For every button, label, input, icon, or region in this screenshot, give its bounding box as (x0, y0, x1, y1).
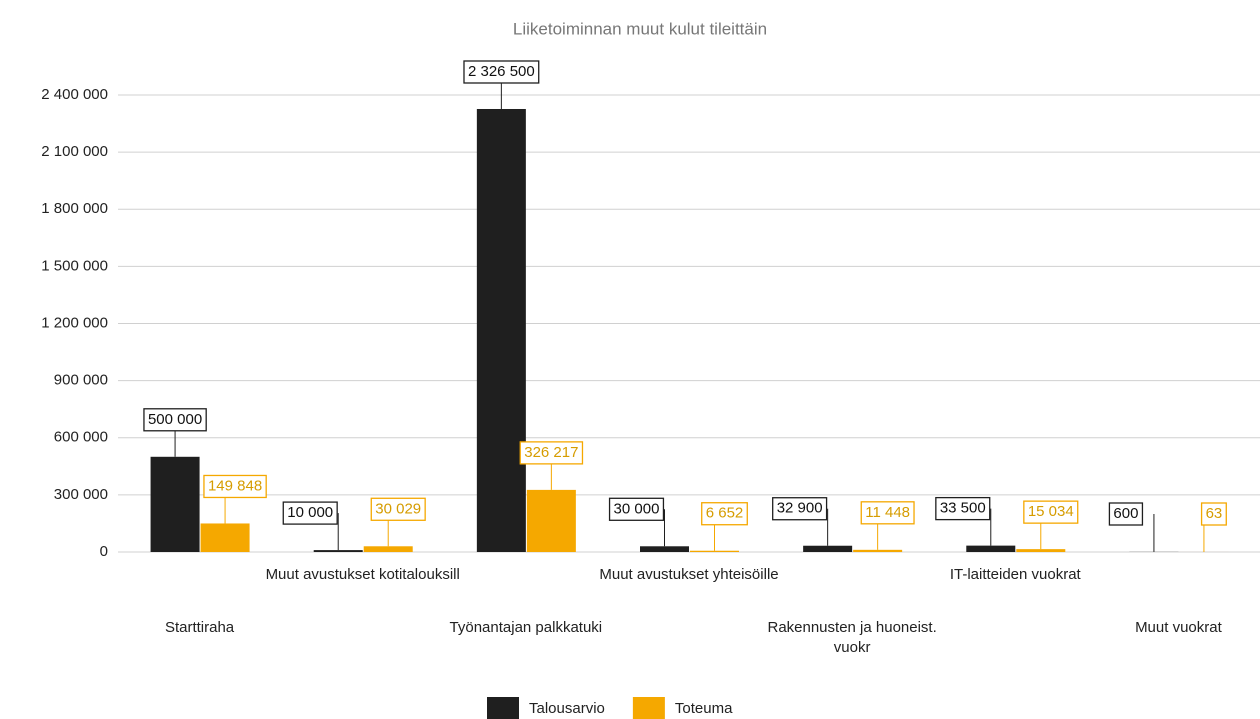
bar (200, 523, 250, 552)
y-tick-label: 2 100 000 (41, 143, 108, 160)
bar (853, 549, 903, 552)
data-label: 6 652 (706, 505, 744, 522)
data-label-box (1108, 502, 1144, 526)
bar (526, 489, 576, 552)
data-label: 30 029 (375, 500, 421, 517)
bar (363, 546, 413, 552)
data-label: 33 500 (940, 500, 986, 517)
bar (313, 550, 363, 552)
x-tick-label: Muut avustukset yhteisöille (599, 566, 779, 583)
legend-swatch (487, 697, 519, 719)
y-tick-label: 2 400 000 (41, 86, 108, 103)
y-tick-label: 600 000 (54, 429, 108, 446)
data-label: 326 217 (524, 444, 578, 461)
y-tick-label: 1 500 000 (41, 257, 108, 274)
data-label-box (203, 474, 267, 499)
data-label-box (608, 497, 665, 521)
data-label: 11 448 (865, 504, 910, 521)
legend-label: Talousarvio (529, 700, 605, 717)
x-tick-label: Muut vuokrat (1135, 619, 1222, 636)
data-label-box (143, 408, 207, 432)
bar (476, 108, 526, 552)
data-label-box (463, 60, 540, 84)
legend-label: Toteuma (675, 700, 733, 717)
y-tick-label: 1 800 000 (41, 200, 108, 217)
data-label-box (935, 496, 991, 521)
data-label-box (370, 497, 426, 521)
data-label: 600 (1113, 505, 1138, 522)
legend-swatch (632, 697, 665, 719)
data-label: 15 034 (1028, 503, 1074, 520)
data-label: 32 900 (777, 500, 823, 517)
y-tick-label: 0 (100, 543, 108, 560)
x-tick-label: Muut avustukset kotitalouksill (265, 566, 460, 583)
y-tick-label: 1 200 000 (41, 314, 108, 331)
data-label-box (772, 497, 828, 521)
x-tick-label: IT-laitteiden vuokrat (949, 566, 1081, 583)
bar (690, 550, 739, 552)
bar (640, 546, 689, 552)
bar (1016, 549, 1066, 552)
data-label-box (1200, 502, 1227, 526)
bar (803, 545, 853, 552)
data-label: 10 000 (287, 504, 333, 521)
data-label: 500 000 (148, 411, 202, 428)
y-tick-label: 900 000 (54, 372, 108, 389)
data-label-box (519, 441, 584, 465)
x-tick-label: Työnantajan palkkatuki (449, 619, 603, 636)
bar (966, 545, 1016, 552)
data-label-box (701, 502, 748, 526)
data-label-box (860, 501, 915, 525)
x-tick-label: Rakennusten ja huoneist. vuokr (767, 619, 937, 656)
data-label: 149 848 (208, 477, 262, 494)
bar (150, 456, 200, 552)
chart-title: Liiketoiminnan muut kulut tileittäin (513, 19, 767, 38)
data-label: 2 326 500 (468, 63, 535, 80)
data-label-box (1023, 500, 1079, 524)
data-label-box (282, 501, 338, 525)
y-tick-label: 300 000 (54, 486, 108, 503)
data-label: 63 (1206, 505, 1223, 522)
data-label: 30 000 (614, 500, 660, 517)
x-tick-label: Starttiraha (164, 619, 235, 636)
